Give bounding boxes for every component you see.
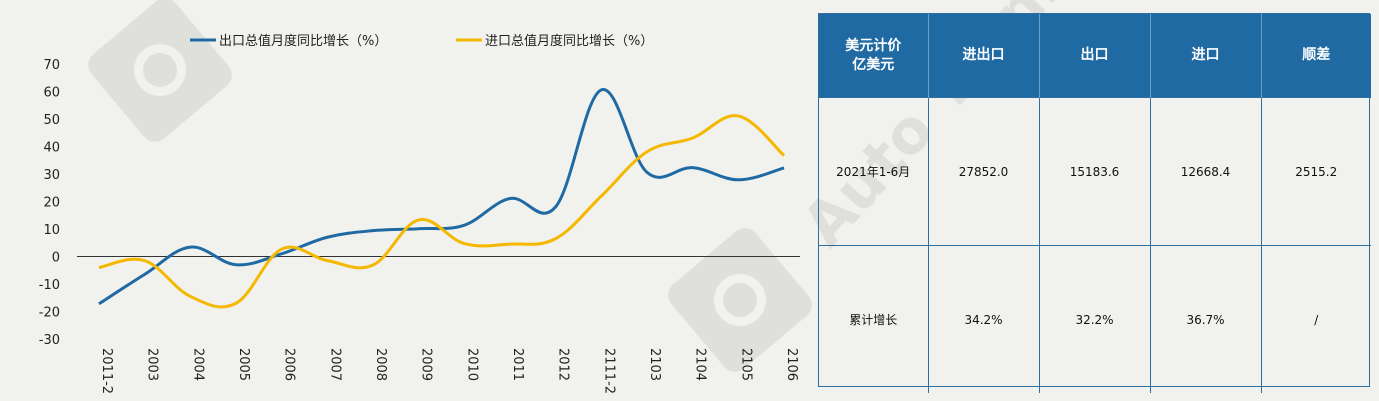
x-tick-label: 2006 xyxy=(282,348,297,381)
x-tick-label: 2103 xyxy=(647,348,662,381)
cell-surplus: 2515.2 xyxy=(1261,97,1371,246)
y-tick-label: 50 xyxy=(43,113,60,128)
y-tick-label: -30 xyxy=(39,333,60,348)
cell-total-growth: 34.2% xyxy=(928,245,1040,393)
y-tick-label: 0 xyxy=(52,251,60,266)
cell-total-trade: 27852.0 xyxy=(928,97,1040,246)
header-import: 进口 xyxy=(1150,14,1262,98)
x-tick-label: 2011 xyxy=(510,348,525,381)
trade-summary-table: 美元计价 亿美元 进出口 出口 进口 顺差 2021年1-6月 27852.0 1… xyxy=(818,13,1371,393)
cell-import-growth: 36.7% xyxy=(1150,245,1262,393)
y-tick-label: 30 xyxy=(43,168,60,183)
x-tick-label: 2106 xyxy=(784,348,799,381)
x-tick-label: 2104 xyxy=(693,348,708,381)
y-tick-label: 10 xyxy=(43,223,60,238)
y-tick-label: 70 xyxy=(43,58,60,73)
table-row: 2021年1-6月 27852.0 15183.6 12668.4 2515.2 xyxy=(819,97,1371,246)
y-tick-label: -10 xyxy=(39,278,60,293)
series-line-export xyxy=(98,88,785,306)
y-tick-label: 20 xyxy=(43,196,60,211)
y-tick-label: 40 xyxy=(43,141,60,156)
x-tick-label: 2010 xyxy=(464,348,479,381)
x-tick-label: 2003 xyxy=(145,348,160,381)
header-export: 出口 xyxy=(1039,14,1151,98)
cell-period: 2021年1-6月 xyxy=(819,97,929,246)
x-tick-label: 2009 xyxy=(419,348,434,381)
series-line-import xyxy=(98,114,786,309)
x-tick-label: 2111-2 xyxy=(601,348,616,394)
x-tick-label: 2008 xyxy=(373,348,388,381)
table-row: 累计增长 34.2% 32.2% 36.7% / xyxy=(819,245,1371,393)
x-tick-label: 2012 xyxy=(556,348,571,381)
cell-export: 15183.6 xyxy=(1039,97,1151,246)
x-tick-label: 2004 xyxy=(190,348,205,381)
cell-growth-label: 累计增长 xyxy=(819,245,929,393)
y-tick-label: -20 xyxy=(39,306,60,321)
x-tick-label: 2011-2 xyxy=(99,348,114,394)
x-tick-label: 2007 xyxy=(327,348,342,381)
legend-label-import: 进口总值月度同比增长（%） xyxy=(485,33,653,49)
x-tick-label: 2105 xyxy=(738,348,753,381)
chart-legend: 出口总值月度同比增长（%） 进口总值月度同比增长（%） xyxy=(190,33,653,49)
legend-label-export: 出口总值月度同比增长（%） xyxy=(219,33,387,49)
cell-surplus-growth: / xyxy=(1261,245,1371,393)
header-surplus: 顺差 xyxy=(1261,14,1371,98)
header-unit: 美元计价 亿美元 xyxy=(819,14,929,98)
x-tick-label: 2005 xyxy=(236,348,251,381)
cell-export-growth: 32.2% xyxy=(1039,245,1151,393)
y-tick-label: 60 xyxy=(43,86,60,101)
line-chart: 出口总值月度同比增长（%） 进口总值月度同比增长（%） 70 60 50 40 30 20… xyxy=(39,33,800,394)
cell-import: 12668.4 xyxy=(1150,97,1262,246)
table-header-row: 美元计价 亿美元 进出口 出口 进口 顺差 xyxy=(819,14,1371,98)
header-total-trade: 进出口 xyxy=(928,14,1040,98)
